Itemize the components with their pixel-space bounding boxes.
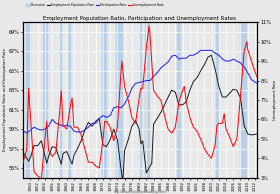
Y-axis label: Unemployment Rate: Unemployment Rate: [273, 80, 277, 120]
Title: Employment Population Ratio, Participation and Unemployment Rates: Employment Population Ratio, Participati…: [43, 16, 237, 21]
Bar: [116, 22, 122, 178]
Bar: [67, 22, 70, 178]
Bar: [59, 22, 61, 178]
Y-axis label: Employment Population Ratio and Participation Rate: Employment Population Ratio and Particip…: [3, 48, 7, 151]
Bar: [144, 22, 149, 178]
Bar: [26, 22, 30, 178]
Bar: [43, 22, 47, 178]
Bar: [177, 22, 180, 178]
Bar: [139, 22, 141, 178]
Text: http://www.calculatedriskblog.com/: http://www.calculatedriskblog.com/: [113, 190, 167, 194]
Bar: [216, 22, 218, 178]
Bar: [102, 22, 106, 178]
Legend: Recession, Employment Population Rate, Participation Rate, Unemployment Rate: Recession, Employment Population Rate, P…: [25, 2, 165, 8]
Bar: [240, 22, 246, 178]
